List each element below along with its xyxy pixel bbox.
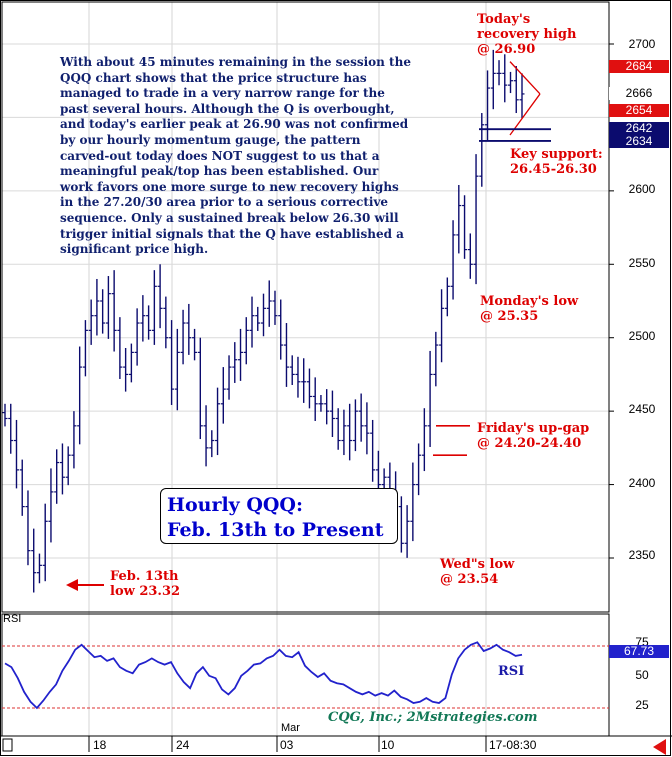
y-tick-label: 2500	[628, 329, 656, 343]
triangle-upper-line	[509, 61, 541, 95]
x-tick-label: 17-08:30	[489, 738, 537, 752]
scroll-arrow-icon	[653, 739, 666, 755]
annotation-weds-low: Wed"s low @ 23.54	[440, 557, 514, 587]
rsi-panel-label: RSI	[3, 613, 22, 625]
x-tick-label: 10	[381, 738, 395, 752]
annotation-line: @ 24.20-24.40	[477, 436, 582, 451]
annotation-line: Friday's up-gap	[477, 421, 590, 436]
annotation-line: Monday's low	[480, 294, 579, 309]
x-tick-label: 03	[280, 738, 294, 752]
x-tick-label: 24	[176, 738, 190, 752]
y-tick-label: 2600	[628, 182, 656, 196]
price-label-2642: 2642	[609, 122, 669, 135]
y-tick-label: 2700	[628, 37, 656, 51]
annotation-feb13-low: Feb. 13th low 23.32	[110, 569, 180, 599]
arrow-head	[66, 579, 78, 591]
annotation-line: @ 26.90	[477, 42, 536, 57]
y-tick-label: 2450	[628, 402, 656, 416]
chart-title: Hourly QQQ:	[167, 494, 303, 516]
price-label-2634: 2634	[609, 135, 669, 148]
rsi-line	[4, 641, 523, 710]
annotation-line: low 23.32	[110, 584, 181, 599]
annotation-line: @ 23.54	[440, 572, 499, 587]
annotation-line: @ 25.35	[480, 309, 539, 324]
price-label-2654: 2654	[609, 104, 669, 117]
price-label-2684: 2684	[609, 60, 669, 73]
y-tick-label: 2550	[628, 256, 656, 270]
annotation-line: Feb. 13th	[110, 569, 179, 584]
annotation-line: Key support:	[510, 147, 603, 162]
rsi-series-label: RSI	[498, 664, 525, 679]
price-label-2666: 2666	[609, 87, 669, 100]
y-tick-label: 2350	[628, 548, 656, 562]
x-tick-label: 18	[93, 738, 107, 752]
price-panel-border	[1, 1, 610, 613]
annotation-todays-high: Today's recovery high @ 26.90	[477, 12, 576, 57]
annotation-key-support: Key support: 26.45-26.30	[510, 147, 603, 177]
annotation-mondays-low: Monday's low @ 25.35	[480, 294, 578, 324]
rsi-level-label: 50	[635, 668, 649, 682]
annotation-line: 26.45-26.30	[510, 162, 597, 177]
annotation-fridays-gap: Friday's up-gap @ 24.20-24.40	[477, 421, 589, 451]
rsi-last-value: 67.73	[609, 645, 669, 658]
chart-subtitle: Feb. 13th to Present	[167, 519, 384, 541]
chart-title-box: Hourly QQQ: Feb. 13th to Present	[160, 488, 398, 544]
annotation-line: recovery high	[477, 27, 577, 42]
credit-text: CQG, Inc.; 2Mstrategies.com	[328, 710, 538, 725]
triangle-lower-line	[509, 93, 541, 136]
scroll-box-icon	[2, 738, 13, 752]
commentary-text: With about 45 minutes remaining in the s…	[60, 55, 411, 257]
annotation-line: Wed"s low	[440, 557, 515, 572]
month-label: Mar	[281, 722, 300, 734]
y-tick-label: 2400	[628, 476, 656, 490]
annotation-line: Today's	[477, 12, 531, 27]
rsi-level-label: 25	[635, 698, 649, 712]
